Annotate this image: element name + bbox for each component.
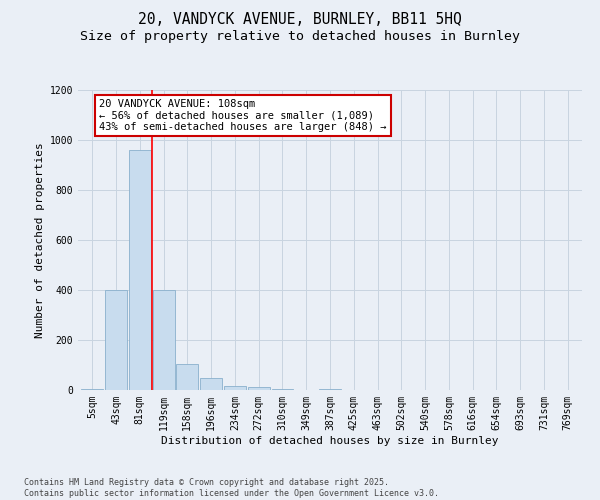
Bar [319, 389, 341, 390]
Bar [272, 389, 293, 390]
Bar [129, 150, 151, 390]
Text: Size of property relative to detached houses in Burnley: Size of property relative to detached ho… [80, 30, 520, 43]
Bar [82, 389, 103, 390]
X-axis label: Distribution of detached houses by size in Burnley: Distribution of detached houses by size … [161, 436, 499, 446]
Y-axis label: Number of detached properties: Number of detached properties [35, 142, 46, 338]
Bar [248, 387, 269, 390]
Bar [152, 290, 175, 390]
Bar [200, 378, 222, 390]
Bar [105, 290, 127, 390]
Bar [176, 364, 198, 390]
Text: 20, VANDYCK AVENUE, BURNLEY, BB11 5HQ: 20, VANDYCK AVENUE, BURNLEY, BB11 5HQ [138, 12, 462, 28]
Bar [224, 386, 246, 390]
Text: 20 VANDYCK AVENUE: 108sqm
← 56% of detached houses are smaller (1,089)
43% of se: 20 VANDYCK AVENUE: 108sqm ← 56% of detac… [99, 99, 386, 132]
Text: Contains HM Land Registry data © Crown copyright and database right 2025.
Contai: Contains HM Land Registry data © Crown c… [24, 478, 439, 498]
